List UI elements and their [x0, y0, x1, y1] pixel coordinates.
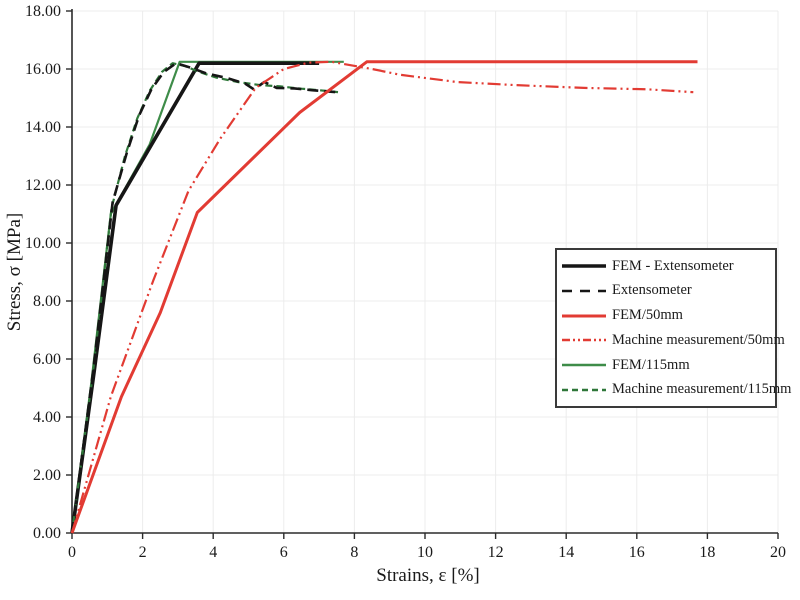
- legend-line-sample: [562, 289, 606, 293]
- legend-label: Machine measurement/115mm: [612, 381, 792, 398]
- legend-item-fem-50mm: FEM/50mm: [557, 307, 775, 324]
- series-machine-measurement-50mm: [70, 60, 694, 534]
- legend-label: Extensometer: [612, 282, 692, 299]
- legend-label: Machine measurement/50mm: [612, 331, 785, 348]
- x-tick-label: 12: [488, 544, 504, 561]
- y-tick-label: 4.00: [33, 409, 61, 426]
- series-machine-measurement-115mm: [70, 62, 339, 534]
- x-tick-label: 16: [629, 544, 645, 561]
- y-tick-label: 0.00: [33, 525, 61, 542]
- legend-line-sample: [562, 363, 606, 367]
- legend-label: FEM - Extensometer: [612, 257, 734, 274]
- legend-label: FEM/115mm: [612, 356, 690, 373]
- legend-line-sample: [562, 314, 606, 318]
- x-tick-label: 14: [558, 544, 574, 561]
- legend-item-fem-115mm: FEM/115mm: [557, 357, 775, 374]
- series-fem-115mm: [70, 60, 344, 534]
- x-axis-title: Strains, ε [%]: [376, 565, 480, 586]
- legend-line-sample: [562, 264, 606, 269]
- y-tick-label: 10.00: [25, 235, 61, 252]
- y-tick-label: 18.00: [25, 3, 61, 20]
- legend-label: FEM/50mm: [612, 307, 683, 324]
- x-tick-label: 4: [209, 544, 217, 561]
- legend-line-sample: [562, 339, 606, 342]
- x-tick-label: 2: [139, 544, 147, 561]
- legend-item-machine-measurement-50mm: Machine measurement/50mm: [557, 332, 785, 349]
- series-fem-extensometer: [70, 61, 320, 534]
- series-extensometer: [70, 61, 337, 534]
- y-tick-label: 12.00: [25, 177, 61, 194]
- y-axis-title: Stress, σ [MPa]: [4, 212, 25, 332]
- legend-item-fem-extensometer: FEM - Extensometer: [557, 258, 775, 275]
- y-tick-label: 6.00: [33, 351, 61, 368]
- y-tick-label: 14.00: [25, 119, 61, 136]
- x-tick-label: 10: [417, 544, 433, 561]
- x-tick-label: 0: [68, 544, 76, 561]
- x-tick-label: 18: [699, 544, 715, 561]
- legend-line-sample: [562, 388, 606, 391]
- legend: FEM - Extensometer Extensometer FEM/50mm Ma…: [555, 248, 791, 408]
- x-tick-label: 20: [770, 544, 786, 561]
- x-tick-label: 8: [350, 544, 358, 561]
- y-tick-label: 16.00: [25, 61, 61, 78]
- legend-item-machine-measurement-115mm: Machine measurement/115mm: [557, 381, 791, 398]
- legend-item-extensometer: Extensometer: [557, 282, 775, 299]
- y-tick-label: 8.00: [33, 293, 61, 310]
- y-tick-label: 2.00: [33, 467, 61, 484]
- series-fem-50mm: [70, 60, 698, 534]
- x-tick-label: 6: [280, 544, 288, 561]
